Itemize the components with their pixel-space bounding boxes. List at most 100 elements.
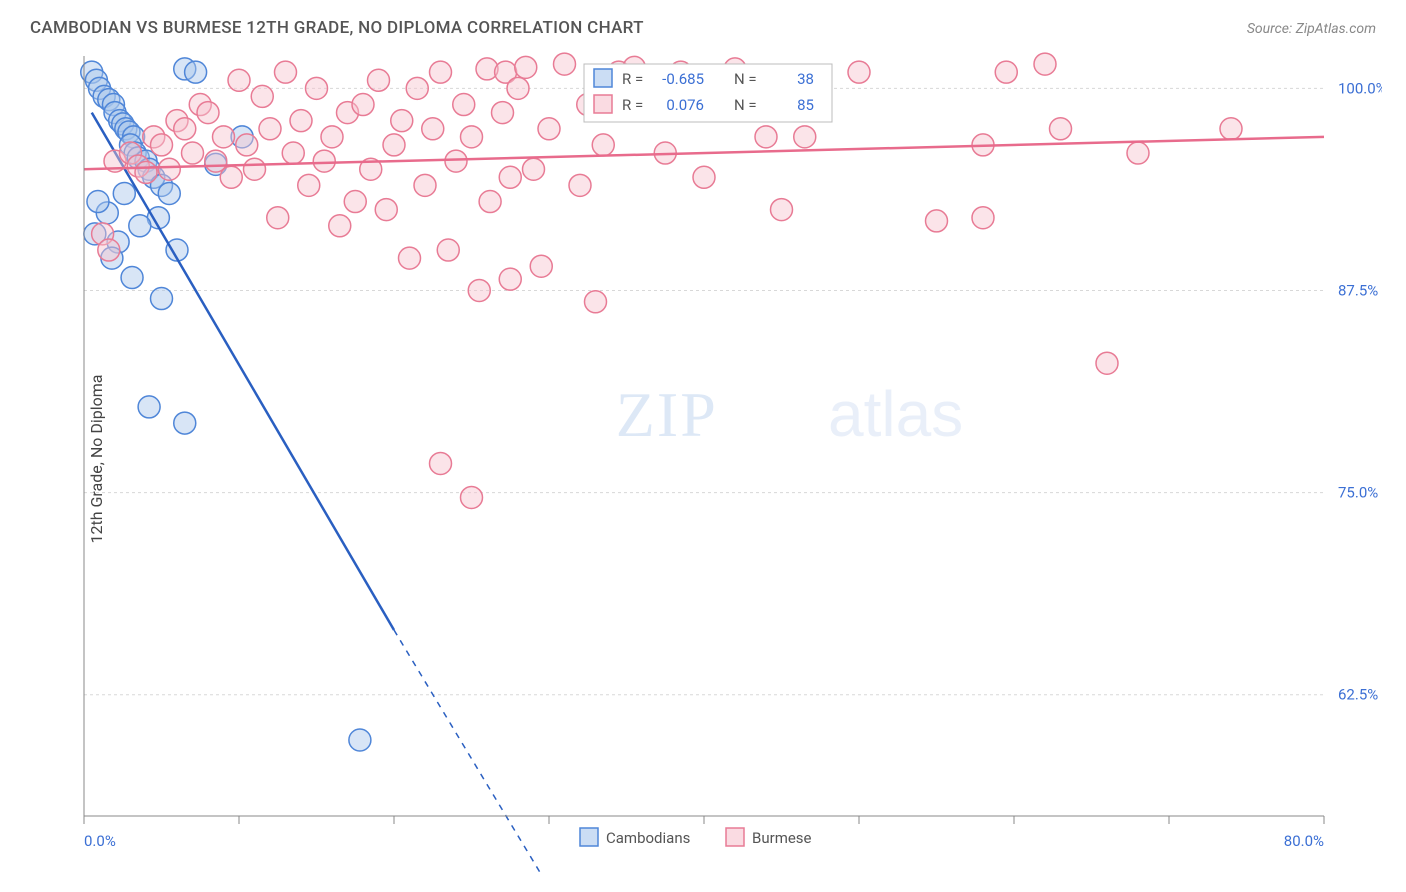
data-point-burmese — [693, 166, 715, 188]
data-point-burmese — [383, 134, 405, 156]
data-point-burmese — [98, 239, 120, 261]
data-point-burmese — [755, 126, 777, 148]
y-tick-label: 62.5% — [1338, 686, 1378, 704]
data-point-burmese — [236, 134, 258, 156]
data-point-burmese — [479, 191, 501, 213]
legend-swatch — [594, 69, 612, 87]
data-point-burmese — [538, 118, 560, 140]
y-axis-label: 12th Grade, No Diploma — [87, 375, 106, 544]
bottom-legend-swatch — [726, 828, 744, 846]
y-tick-label: 75.0% — [1338, 484, 1378, 502]
data-point-burmese — [995, 61, 1017, 83]
data-point-burmese — [151, 134, 173, 156]
data-point-cambodians — [151, 288, 173, 310]
legend-r-label: R = — [622, 96, 643, 114]
data-point-cambodians — [174, 412, 196, 434]
data-point-burmese — [848, 61, 870, 83]
data-point-burmese — [329, 215, 351, 237]
data-point-burmese — [220, 166, 242, 188]
data-point-burmese — [530, 255, 552, 277]
chart-title: CAMBODIAN VS BURMESE 12TH GRADE, NO DIPL… — [30, 18, 644, 38]
data-point-burmese — [453, 94, 475, 116]
data-point-burmese — [499, 268, 521, 290]
data-point-cambodians — [113, 182, 135, 204]
scatter-chart: 100.0%87.5%75.0%62.5%ZIPatlas0.0%80.0%R … — [24, 46, 1382, 872]
data-point-cambodians — [129, 215, 151, 237]
data-point-burmese — [1034, 53, 1056, 75]
legend-n-label: N = — [734, 70, 757, 88]
data-point-burmese — [437, 239, 459, 261]
data-point-burmese — [461, 486, 483, 508]
data-point-burmese — [174, 118, 196, 140]
data-point-burmese — [461, 126, 483, 148]
data-point-burmese — [197, 102, 219, 124]
data-point-burmese — [251, 85, 273, 107]
legend-r-value: -0.685 — [662, 70, 704, 88]
data-point-burmese — [352, 94, 374, 116]
data-point-burmese — [1050, 118, 1072, 140]
data-point-burmese — [275, 61, 297, 83]
data-point-cambodians — [185, 61, 207, 83]
regression-line-cambodians — [92, 113, 394, 630]
data-point-burmese — [445, 150, 467, 172]
data-point-cambodians — [349, 729, 371, 751]
source-link[interactable]: ZipAtlas.com — [1296, 21, 1376, 37]
data-point-burmese — [515, 56, 537, 78]
data-point-burmese — [298, 174, 320, 196]
data-point-burmese — [135, 161, 157, 183]
chart-header: CAMBODIAN VS BURMESE 12TH GRADE, NO DIPL… — [24, 18, 1382, 46]
data-point-burmese — [422, 118, 444, 140]
data-point-burmese — [592, 134, 614, 156]
data-point-burmese — [468, 279, 490, 301]
data-point-burmese — [182, 142, 204, 164]
x-tick-label-min: 0.0% — [84, 832, 116, 850]
data-point-burmese — [306, 77, 328, 99]
data-point-burmese — [554, 53, 576, 75]
data-point-cambodians — [158, 182, 180, 204]
data-point-burmese — [399, 247, 421, 269]
data-point-burmese — [391, 110, 413, 132]
bottom-legend-label: Cambodians — [606, 829, 690, 847]
data-point-cambodians — [87, 191, 109, 213]
data-point-burmese — [228, 69, 250, 91]
data-point-burmese — [771, 199, 793, 221]
data-point-burmese — [267, 207, 289, 229]
data-point-burmese — [406, 77, 428, 99]
data-point-burmese — [344, 191, 366, 213]
legend-n-label: N = — [734, 96, 757, 114]
data-point-burmese — [507, 77, 529, 99]
legend-n-value: 38 — [797, 70, 814, 88]
data-point-burmese — [259, 118, 281, 140]
watermark: atlas — [828, 378, 963, 450]
legend-swatch — [594, 95, 612, 113]
chart-frame: 12th Grade, No Diploma 100.0%87.5%75.0%6… — [24, 46, 1382, 872]
regression-dash-cambodians — [394, 630, 565, 872]
data-point-burmese — [972, 207, 994, 229]
data-point-cambodians — [121, 267, 143, 289]
data-point-burmese — [313, 150, 335, 172]
data-point-burmese — [321, 126, 343, 148]
data-point-burmese — [1096, 352, 1118, 374]
data-point-cambodians — [138, 396, 160, 418]
bottom-legend-swatch — [580, 828, 598, 846]
source-attribution: Source: ZipAtlas.com — [1247, 21, 1376, 37]
data-point-burmese — [414, 174, 436, 196]
data-point-burmese — [244, 158, 266, 180]
data-point-burmese — [282, 142, 304, 164]
x-tick-label-max: 80.0% — [1284, 832, 1324, 850]
data-point-burmese — [569, 174, 591, 196]
data-point-burmese — [430, 61, 452, 83]
data-point-burmese — [585, 291, 607, 313]
data-point-burmese — [368, 69, 390, 91]
data-point-burmese — [430, 452, 452, 474]
data-point-burmese — [523, 158, 545, 180]
bottom-legend-label: Burmese — [752, 829, 812, 847]
data-point-burmese — [1127, 142, 1149, 164]
data-point-burmese — [290, 110, 312, 132]
y-tick-label: 100.0% — [1338, 79, 1382, 97]
data-point-burmese — [1220, 118, 1242, 140]
data-point-burmese — [158, 158, 180, 180]
watermark: ZIP — [616, 379, 718, 450]
data-point-burmese — [794, 126, 816, 148]
legend-r-value: 0.076 — [666, 96, 704, 114]
